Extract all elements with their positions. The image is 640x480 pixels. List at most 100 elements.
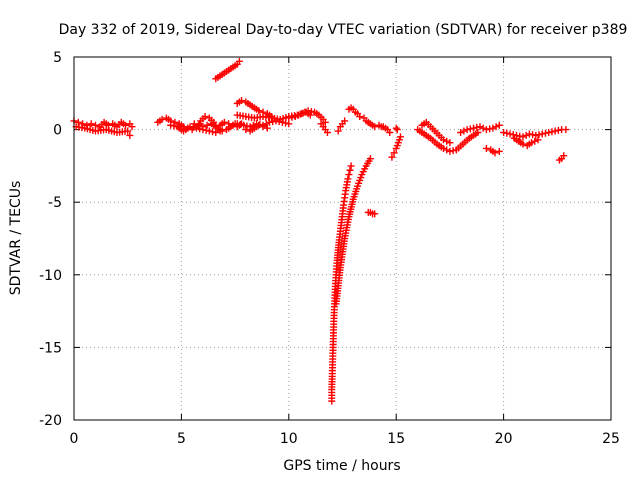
data-point bbox=[519, 133, 527, 141]
data-point bbox=[562, 126, 570, 134]
data-point bbox=[470, 124, 478, 132]
data-points bbox=[70, 57, 570, 405]
series-seg-16.2-17.5-hump bbox=[418, 118, 454, 147]
data-point bbox=[528, 139, 536, 147]
series-seg-7.6-10.0-low bbox=[233, 117, 293, 131]
series-seg-22.6-22.8 bbox=[555, 152, 568, 164]
data-point bbox=[321, 118, 329, 126]
data-point bbox=[294, 111, 302, 119]
data-point bbox=[269, 118, 277, 126]
data-point bbox=[439, 136, 447, 144]
series-seg-19.2-19.8-low bbox=[482, 144, 503, 157]
series-seg-16.0-18.8 bbox=[414, 126, 482, 155]
data-point bbox=[218, 127, 226, 135]
data-point bbox=[474, 129, 482, 137]
series-seg-12.0-12.9-spike bbox=[328, 162, 355, 405]
data-point bbox=[344, 175, 352, 183]
data-point bbox=[516, 132, 524, 140]
data-point bbox=[541, 129, 549, 137]
data-point bbox=[209, 128, 217, 136]
data-point bbox=[486, 125, 494, 133]
data-point bbox=[255, 121, 263, 129]
data-point bbox=[482, 126, 490, 134]
y-axis-title: SDTVAR / TECUs bbox=[8, 181, 24, 296]
series-seg-20.5-21.6-loop bbox=[510, 134, 542, 150]
data-point bbox=[463, 126, 471, 134]
data-point bbox=[233, 120, 241, 128]
data-point bbox=[506, 130, 514, 138]
series-seg-20.0-22.9 bbox=[500, 126, 570, 141]
data-point bbox=[272, 117, 280, 125]
data-point bbox=[235, 57, 243, 65]
series-seg-13.7-14.0 bbox=[364, 208, 379, 218]
data-point bbox=[446, 139, 454, 147]
data-point bbox=[522, 131, 530, 139]
series-seg-12.8-13.3 bbox=[345, 104, 364, 121]
data-point bbox=[298, 110, 306, 118]
data-point bbox=[356, 113, 364, 121]
data-point bbox=[449, 147, 457, 155]
data-point bbox=[489, 124, 497, 132]
data-point bbox=[128, 123, 136, 131]
data-point bbox=[79, 120, 87, 128]
data-point bbox=[124, 127, 132, 135]
data-point bbox=[285, 114, 293, 122]
data-point bbox=[220, 118, 228, 126]
data-point bbox=[500, 129, 508, 137]
data-point bbox=[457, 129, 465, 137]
data-point bbox=[388, 153, 396, 161]
data-point bbox=[122, 121, 130, 129]
data-point bbox=[386, 129, 394, 137]
data-point bbox=[74, 118, 82, 126]
series-seg-8.0-9.0-dip bbox=[242, 121, 271, 135]
data-point bbox=[538, 130, 546, 138]
data-point bbox=[443, 146, 451, 154]
data-point bbox=[345, 171, 353, 179]
data-point bbox=[476, 123, 484, 131]
data-point bbox=[371, 123, 379, 131]
data-point bbox=[460, 127, 468, 135]
data-point bbox=[519, 140, 527, 148]
x-tick-label: 15 bbox=[387, 431, 405, 447]
data-point bbox=[236, 121, 244, 129]
data-point bbox=[291, 113, 299, 121]
series-seg-10.0-11.7 bbox=[285, 107, 329, 126]
data-point bbox=[545, 129, 553, 137]
x-axis-title: GPS time / hours bbox=[283, 458, 400, 474]
data-point bbox=[307, 107, 315, 115]
data-point bbox=[554, 126, 562, 134]
data-point bbox=[390, 149, 398, 157]
data-point bbox=[189, 123, 197, 131]
series-seg-0.0-2.7-low bbox=[72, 123, 134, 139]
data-point bbox=[304, 107, 312, 115]
data-point bbox=[171, 118, 179, 126]
series-seg-12.3-12.6 bbox=[334, 117, 349, 135]
data-point bbox=[341, 117, 349, 125]
data-point bbox=[466, 125, 474, 133]
data-point bbox=[439, 144, 447, 152]
data-point bbox=[560, 152, 568, 160]
y-tick-label: 5 bbox=[53, 50, 62, 66]
series-seg-13.5-14.0 bbox=[360, 114, 379, 131]
data-point bbox=[202, 126, 210, 134]
data-point bbox=[396, 133, 404, 141]
y-tick-label: 0 bbox=[53, 123, 62, 139]
data-point bbox=[534, 136, 542, 144]
data-point bbox=[531, 137, 539, 145]
data-point bbox=[473, 123, 481, 131]
series-seg-0.0-2.7 bbox=[70, 117, 136, 131]
data-point bbox=[242, 126, 250, 134]
data-point bbox=[491, 149, 499, 157]
series-seg-15.0 bbox=[392, 124, 401, 134]
data-point bbox=[371, 210, 379, 218]
data-point bbox=[255, 107, 263, 115]
data-point bbox=[334, 127, 342, 135]
data-point bbox=[201, 113, 209, 121]
data-point bbox=[265, 118, 273, 126]
data-point bbox=[275, 118, 283, 126]
data-point bbox=[393, 126, 401, 134]
x-tick-label: 25 bbox=[602, 431, 620, 447]
data-point bbox=[479, 124, 487, 132]
data-point bbox=[548, 128, 556, 136]
